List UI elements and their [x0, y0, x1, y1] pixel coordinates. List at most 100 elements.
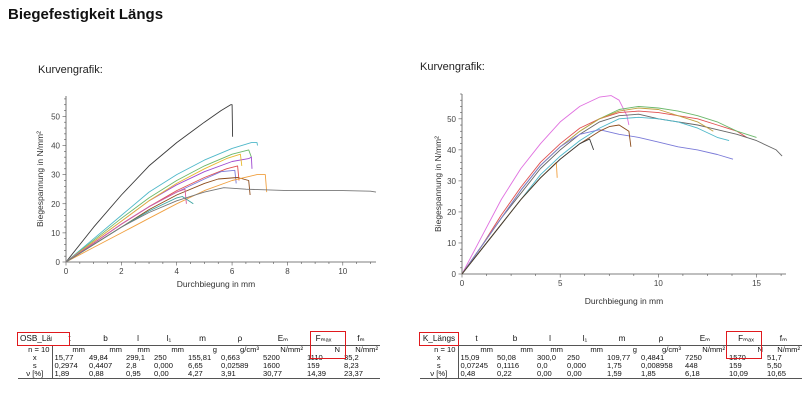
unit-cell: mm	[87, 345, 124, 354]
table-cell: 1570	[729, 354, 746, 362]
table-cell: 109,77	[607, 354, 631, 362]
table-cell: 0,4407	[89, 362, 113, 370]
table-cell: 0,22	[495, 370, 535, 379]
table-cell: 0,008958	[641, 362, 673, 370]
row-label: s	[32, 362, 37, 370]
x-tick-label: 15	[752, 279, 761, 288]
table-cell: 0,000	[567, 362, 587, 370]
series-line	[461, 110, 747, 275]
x-axis-label: Durchbiegung in mm	[177, 279, 255, 289]
series-line	[65, 104, 234, 263]
series-line	[461, 124, 632, 275]
unit-cell: N/mm²	[261, 345, 305, 354]
column-header: m	[199, 333, 206, 343]
page-title: Biegefestigkeit Längs	[8, 6, 164, 23]
table-cell: 300,0	[537, 354, 557, 362]
table-cell: 4,27	[186, 370, 219, 379]
column-header: Eₘ	[277, 333, 289, 343]
unit-cell: N/mm²	[342, 345, 380, 354]
table-cell: 0,00	[152, 370, 186, 379]
table-cell: 250	[567, 354, 580, 362]
table-cell: 51,7	[767, 354, 782, 362]
chart-caption-left: Kurvengrafik:	[38, 64, 103, 76]
table-cell: 6,18	[683, 370, 727, 379]
table-cell: 2,8	[126, 362, 137, 370]
table-cell: 1,75	[607, 362, 622, 370]
table-cell: 0,00	[535, 370, 565, 379]
table-row: s 0,2974 0,4407 2,8 0,000 6,65 0,02589 1600 159 8…	[18, 362, 380, 370]
table-cell: 1,59	[605, 370, 639, 379]
x-tick-label: 10	[654, 279, 663, 288]
series-line	[65, 142, 258, 263]
table-cell: 0,88	[87, 370, 124, 379]
table-cell: 299,1	[126, 354, 146, 362]
table-units-row: n = 10 mm mm mm mm g g/cm³ N/mm² N N/mm²	[18, 345, 380, 354]
table-cell: 30,77	[261, 370, 305, 379]
y-tick-label: 40	[51, 142, 60, 151]
y-tick-label: 10	[51, 229, 60, 238]
table-cell: 1,89	[51, 370, 87, 379]
series-line	[461, 113, 783, 275]
unit-cell: g/cm³	[219, 345, 261, 354]
unit-cell: g	[186, 345, 219, 354]
column-header: b	[512, 333, 518, 343]
x-axis-label: Durchbiegung in mm	[585, 296, 663, 306]
table-cell: 0,1116	[497, 362, 520, 370]
table-row: x 15,09 50,08 300,0 250 109,77 0,4841 7250 1570 5…	[420, 354, 802, 362]
column-header: ρ	[237, 333, 243, 343]
series-line	[65, 187, 377, 263]
x-tick-label: 4	[174, 267, 179, 276]
y-tick-label: 40	[447, 146, 456, 155]
table-units-row: n = 10 mm mm mm mm g g/cm³ N/mm² N N/mm²	[420, 345, 802, 354]
column-header: Fₘₐₓ	[315, 333, 332, 343]
unit-cell: g	[605, 345, 639, 354]
x-tick-label: 6	[230, 267, 235, 276]
table-cell: 0,07245	[457, 362, 495, 370]
table-cell: 1110	[307, 354, 323, 362]
y-tick-label: 20	[51, 200, 60, 209]
table-cell: 0,95	[124, 370, 152, 379]
y-tick-label: 0	[452, 270, 457, 279]
highlight-box-k-fmax	[726, 331, 762, 359]
x-tick-label: 8	[285, 267, 290, 276]
row-label: ν [%]	[18, 370, 52, 379]
table-cell: 7250	[685, 354, 702, 362]
column-header: t	[475, 333, 478, 343]
column-header: ρ	[658, 333, 664, 343]
table-cell: 0,2974	[51, 362, 87, 370]
series-line	[65, 188, 187, 263]
unit-cell: mm	[51, 345, 87, 354]
table-label: OSB_Längs	[20, 333, 52, 343]
unit-cell: mm	[565, 345, 605, 354]
table-cell: 0,663	[221, 354, 241, 362]
table-cell: 155,81	[188, 354, 212, 362]
table-cell: 14,39	[305, 370, 342, 379]
x-tick-label: 2	[119, 267, 124, 276]
series-line	[461, 138, 595, 275]
row-label: s	[436, 362, 441, 370]
table-row: x 15,77 49,84 299,1 250 155,81 0,663 5200 1110 35…	[18, 354, 380, 362]
table-cell: 5,50	[767, 362, 782, 370]
table-row: ν [%] 1,89 0,88 0,95 0,00 4,27 3,91 30,77 14,39 2…	[18, 370, 380, 379]
table-cell: 35,2	[344, 354, 359, 362]
y-tick-label: 50	[51, 112, 60, 121]
series-line	[461, 129, 734, 275]
table-cell: 15,09	[457, 354, 495, 362]
table-cell: 0,0	[537, 362, 548, 370]
sample-count: n = 10	[18, 345, 52, 354]
row-label: ν [%]	[420, 370, 458, 379]
table-cell: 49,84	[89, 354, 109, 362]
highlight-box-k-label	[419, 332, 459, 346]
unit-cell: mm	[495, 345, 535, 354]
unit-cell: mm	[124, 345, 152, 354]
column-header: fₘ	[357, 333, 365, 343]
x-tick-label: 0	[64, 267, 69, 276]
unit-cell: g/cm³	[639, 345, 683, 354]
column-header: fₘ	[779, 333, 788, 343]
table-cell: 159	[729, 362, 742, 370]
column-header: b	[103, 333, 108, 343]
table-cell: 6,65	[188, 362, 203, 370]
table-cell: 0,02589	[221, 362, 249, 370]
